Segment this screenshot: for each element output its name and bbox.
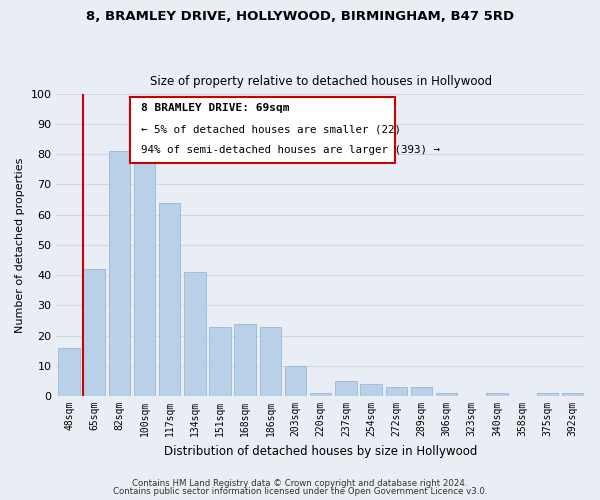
Bar <box>386 387 407 396</box>
Bar <box>310 393 331 396</box>
Bar <box>562 393 583 396</box>
Bar <box>83 269 105 396</box>
Bar <box>235 324 256 396</box>
Bar <box>58 348 80 396</box>
Bar <box>285 366 306 396</box>
Text: Contains HM Land Registry data © Crown copyright and database right 2024.: Contains HM Land Registry data © Crown c… <box>132 478 468 488</box>
FancyBboxPatch shape <box>130 97 395 164</box>
Bar <box>184 272 206 396</box>
Bar <box>109 152 130 396</box>
Text: 94% of semi-detached houses are larger (393) →: 94% of semi-detached houses are larger (… <box>141 145 440 155</box>
Bar <box>134 148 155 396</box>
Bar <box>159 202 181 396</box>
Bar <box>335 381 356 396</box>
Text: 8, BRAMLEY DRIVE, HOLLYWOOD, BIRMINGHAM, B47 5RD: 8, BRAMLEY DRIVE, HOLLYWOOD, BIRMINGHAM,… <box>86 10 514 23</box>
Text: Contains public sector information licensed under the Open Government Licence v3: Contains public sector information licen… <box>113 487 487 496</box>
Bar <box>486 393 508 396</box>
Bar <box>361 384 382 396</box>
Y-axis label: Number of detached properties: Number of detached properties <box>15 158 25 332</box>
X-axis label: Distribution of detached houses by size in Hollywood: Distribution of detached houses by size … <box>164 444 478 458</box>
Text: 8 BRAMLEY DRIVE: 69sqm: 8 BRAMLEY DRIVE: 69sqm <box>141 103 289 113</box>
Title: Size of property relative to detached houses in Hollywood: Size of property relative to detached ho… <box>149 76 492 88</box>
Bar <box>410 387 432 396</box>
Text: ← 5% of detached houses are smaller (22): ← 5% of detached houses are smaller (22) <box>141 124 401 134</box>
Bar <box>260 326 281 396</box>
Bar <box>209 326 231 396</box>
Bar <box>436 393 457 396</box>
Bar <box>536 393 558 396</box>
